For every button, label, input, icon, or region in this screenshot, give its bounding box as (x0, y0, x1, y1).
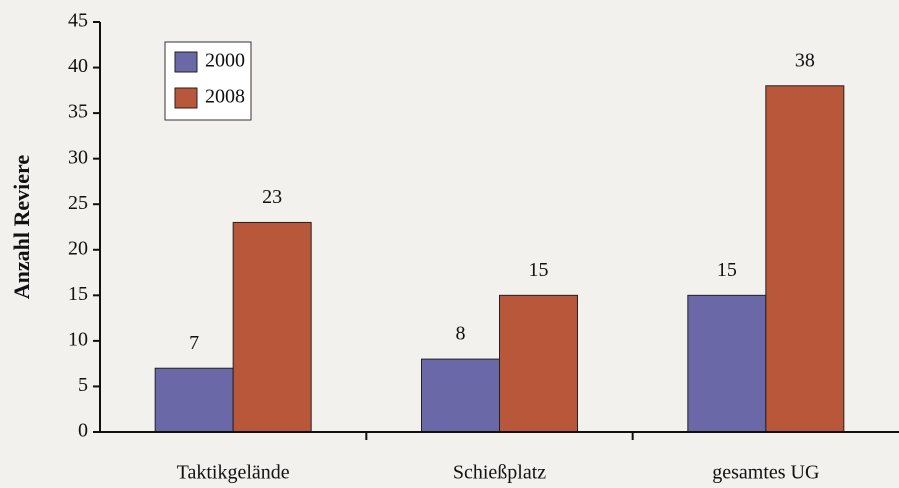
bar (232, 221, 312, 433)
y-axis-label: Anzahl Reviere (9, 155, 34, 300)
bar (687, 294, 767, 433)
bar (499, 294, 578, 433)
y-tick-label: 30 (68, 146, 88, 168)
x-tick-label: Taktikgelände (177, 462, 290, 484)
legend-label: 2000 (205, 50, 245, 72)
y-tick-label: 0 (78, 420, 88, 442)
y-tick-label: 15 (68, 283, 88, 305)
legend-label: 2008 (205, 86, 245, 108)
y-tick-label: 20 (68, 237, 88, 259)
bar (154, 367, 234, 433)
y-tick-label: 45 (68, 10, 88, 32)
y-tick-label: 10 (68, 328, 88, 350)
value-label: 38 (795, 49, 815, 71)
y-tick-label: 35 (68, 101, 88, 123)
value-label: 8 (456, 323, 466, 345)
value-label: 15 (529, 259, 549, 281)
bar (421, 358, 500, 433)
y-tick-label: 25 (68, 192, 88, 214)
value-label: 23 (262, 186, 282, 208)
x-tick-label: Schießplatz (453, 462, 546, 484)
legend-swatch (174, 51, 198, 73)
value-label: 15 (717, 259, 737, 281)
legend-swatch (174, 87, 198, 109)
y-tick-label: 5 (78, 374, 88, 396)
bar (765, 85, 845, 433)
y-tick-label: 40 (68, 55, 88, 77)
value-label: 7 (189, 332, 199, 354)
x-tick-label: gesamtes UG (712, 462, 819, 484)
